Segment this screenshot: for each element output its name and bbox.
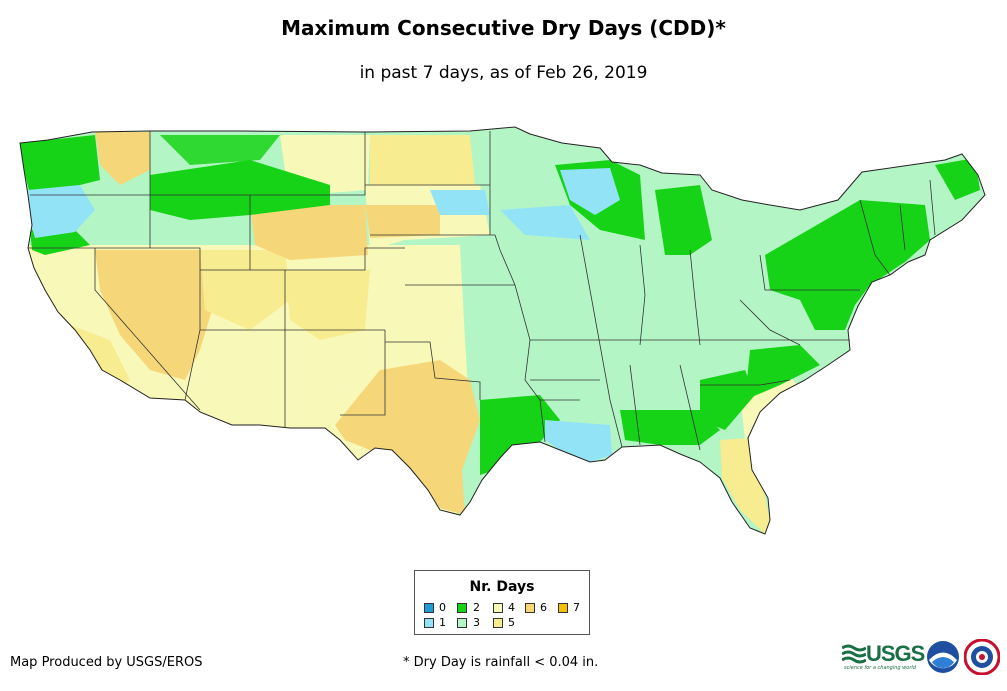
legend-label-7: 7 bbox=[573, 601, 580, 614]
region-cdd-6-texas bbox=[335, 360, 480, 515]
legend-label-6: 6 bbox=[540, 601, 547, 614]
region-cdd-2-maine bbox=[935, 158, 980, 200]
legend-swatch-5 bbox=[493, 618, 503, 628]
legend-label-5: 5 bbox=[508, 616, 515, 629]
legend-swatch-3 bbox=[457, 618, 467, 628]
region-cdd-2-east-texas bbox=[480, 395, 560, 475]
legend-swatch-1 bbox=[424, 618, 434, 628]
region-cdd-6-washington bbox=[95, 132, 150, 185]
region-cdd-6-great-basin bbox=[95, 250, 215, 380]
region-cdd-1-iowa bbox=[500, 205, 590, 240]
region-cdd-2-gulf-coast bbox=[620, 410, 720, 445]
noaa-logo-icon bbox=[927, 641, 959, 673]
region-cdd-5-florida bbox=[720, 438, 770, 534]
region-cdd-1-minnesota bbox=[560, 168, 620, 215]
legend-title: Nr. Days bbox=[469, 579, 535, 595]
region-cdd-5-north-dakota bbox=[370, 135, 475, 185]
legend-swatch-7 bbox=[558, 603, 568, 613]
usgs-wordmark: USGS bbox=[866, 641, 925, 666]
region-cdd-2-pacific-nw bbox=[20, 135, 100, 195]
agency-logos: USGS science for a changing world bbox=[842, 638, 1002, 678]
region-cdd-2-virginia bbox=[745, 345, 820, 400]
credit-text: Map Produced by USGS/EROS bbox=[10, 655, 203, 670]
nws-logo-icon bbox=[964, 639, 1000, 675]
region-cdd-2-michigan bbox=[655, 185, 712, 255]
legend-label-4: 4 bbox=[508, 601, 515, 614]
usgs-wave-icon bbox=[842, 644, 866, 664]
region-cdd-1-south-dakota bbox=[430, 190, 490, 215]
map-title: Maximum Consecutive Dry Days (CDD)* bbox=[281, 16, 726, 40]
state-borders bbox=[28, 131, 936, 451]
dry-day-footnote: * Dry Day is rainfall < 0.04 in. bbox=[403, 655, 599, 670]
map-subtitle: in past 7 days, as of Feb 26, 2019 bbox=[359, 63, 648, 83]
region-cdd-6-wyoming bbox=[250, 205, 368, 260]
region-cdd-1-louisiana bbox=[545, 420, 612, 462]
region-cdd-1-oregon bbox=[28, 185, 95, 238]
legend-label-1: 1 bbox=[439, 616, 446, 629]
legend-swatch-6 bbox=[525, 603, 535, 613]
region-cdd-2-northeast bbox=[765, 200, 930, 330]
dry-days-raster bbox=[20, 127, 985, 534]
legend-label-2: 2 bbox=[473, 601, 480, 614]
legend: Nr. Days 0 1 2 3 4 5 6 7 bbox=[414, 570, 590, 635]
legend-swatch-0 bbox=[424, 603, 434, 613]
region-cdd-6-plains bbox=[365, 205, 440, 238]
usgs-tagline: science for a changing world bbox=[844, 665, 916, 671]
region-cdd-5-colorado bbox=[285, 270, 370, 340]
legend-swatch-2 bbox=[457, 603, 467, 613]
region-cdd-2-idaho bbox=[160, 135, 280, 165]
region-cdd-2-northern-rockies bbox=[150, 160, 330, 220]
legend-label-0: 0 bbox=[439, 601, 446, 614]
us-outline bbox=[19, 126, 986, 535]
legend-swatch-4 bbox=[493, 603, 503, 613]
legend-label-3: 3 bbox=[473, 616, 480, 629]
